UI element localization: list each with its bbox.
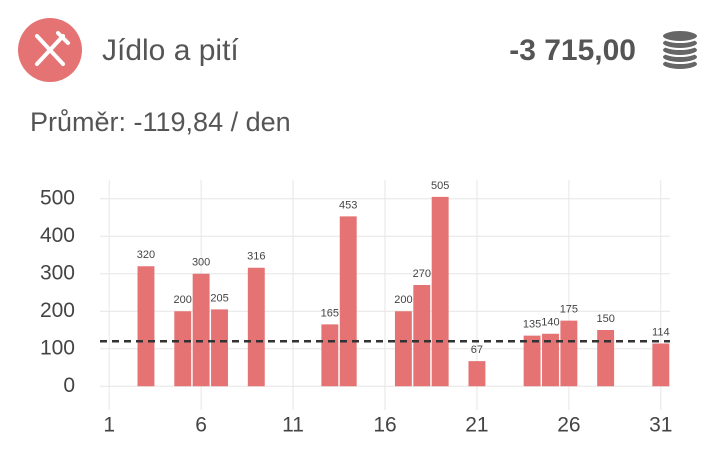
- bar: [652, 343, 670, 387]
- bar: [523, 335, 541, 387]
- x-tick-label: 26: [557, 414, 580, 437]
- x-tick-label: 16: [373, 414, 396, 437]
- value-label: 135: [523, 319, 541, 331]
- bar: [394, 311, 412, 387]
- bar: [137, 266, 155, 387]
- bar: [192, 273, 210, 387]
- value-label: 175: [560, 304, 578, 316]
- value-label: 320: [137, 249, 155, 261]
- bar: [542, 333, 559, 387]
- bar: [560, 320, 578, 387]
- value-label: 316: [247, 251, 265, 263]
- bar: [321, 324, 339, 387]
- bar: [339, 216, 357, 387]
- bar: [247, 267, 265, 387]
- category-title: Jídlo a pití: [102, 34, 239, 67]
- x-tick-label: 11: [282, 414, 304, 437]
- value-label: 453: [339, 199, 357, 211]
- x-tick-label: 1: [103, 414, 115, 437]
- value-label: 205: [210, 292, 228, 304]
- bar: [468, 361, 486, 387]
- daily-average: Průměr: -119,84 / den: [30, 107, 291, 137]
- y-tick-label: 300: [40, 261, 75, 284]
- y-tick-label: 400: [40, 224, 75, 247]
- value-label: 270: [413, 268, 431, 280]
- y-tick-label: 200: [40, 299, 75, 322]
- value-label: 200: [394, 294, 412, 306]
- total-amount: -3 715,00: [509, 34, 636, 67]
- value-label: 165: [321, 307, 339, 319]
- bar: [413, 285, 431, 387]
- y-tick-label: 500: [40, 186, 75, 209]
- value-label: 505: [431, 180, 449, 192]
- y-tick-label: 100: [40, 336, 75, 359]
- bar: [431, 196, 449, 387]
- x-tick-label: 21: [465, 414, 488, 437]
- category-icon: [18, 18, 82, 82]
- y-tick-label: 0: [63, 374, 75, 397]
- x-tick-label: 31: [649, 414, 672, 437]
- value-label: 140: [541, 317, 559, 329]
- value-label: 200: [174, 294, 192, 306]
- coins-icon: [661, 29, 699, 71]
- bar: [597, 330, 615, 387]
- bar: [211, 309, 228, 387]
- value-label: 150: [596, 313, 614, 325]
- x-tick-label: 6: [195, 414, 207, 437]
- value-label: 114: [652, 326, 670, 338]
- bar: [174, 311, 192, 387]
- value-label: 67: [471, 344, 483, 356]
- value-label: 300: [192, 257, 210, 269]
